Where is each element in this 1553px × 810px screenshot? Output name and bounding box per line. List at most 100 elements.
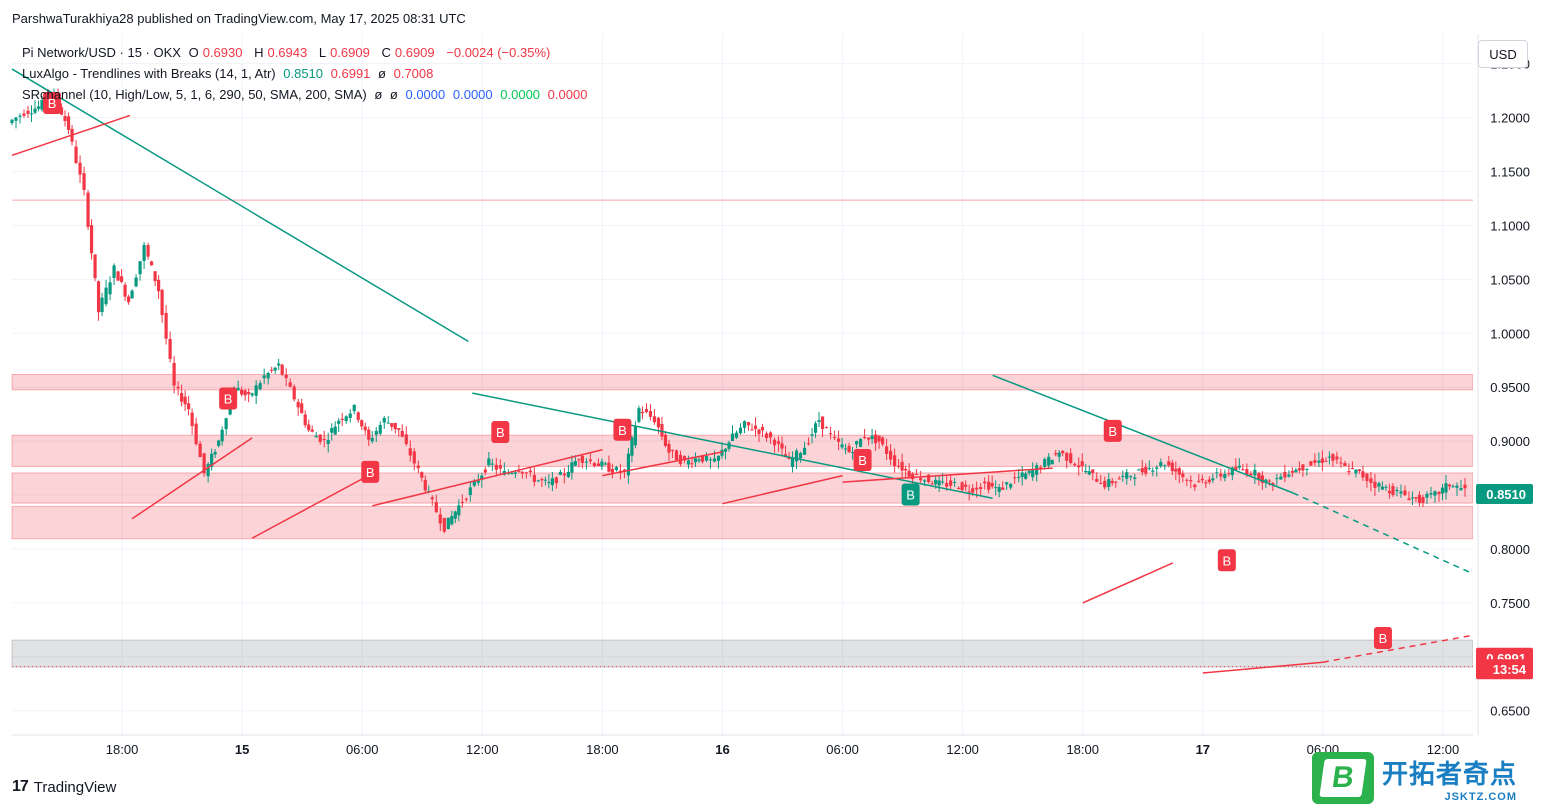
candle-body	[270, 369, 274, 371]
candle-body	[416, 465, 420, 469]
candle-body	[210, 453, 214, 468]
luxalgo-empty-symbol: ø	[378, 66, 386, 81]
candle-body	[213, 451, 217, 455]
candle-body	[1234, 466, 1238, 470]
candle-body	[258, 383, 262, 390]
candle-body	[502, 470, 506, 475]
candle-body	[250, 393, 254, 396]
candle-body	[700, 456, 705, 462]
candle-body	[990, 483, 994, 487]
candle-body	[656, 417, 661, 428]
candle-body	[138, 261, 142, 275]
trendline-red	[131, 437, 253, 520]
candle-body	[390, 423, 394, 427]
candle-body	[603, 463, 608, 465]
break-marker: B	[1103, 419, 1122, 442]
candle-body	[296, 401, 300, 408]
break-marker-label: B	[496, 425, 505, 440]
price-change: −0.0024 (−0.35%)	[446, 45, 551, 60]
candle-body	[580, 455, 584, 463]
candle-body	[1009, 483, 1013, 488]
candle-body	[262, 375, 266, 379]
candle-body	[176, 386, 180, 389]
candle-body	[1230, 467, 1234, 476]
trendline-red	[1202, 661, 1323, 674]
candle-body	[382, 417, 386, 423]
candle-body	[798, 452, 803, 459]
currency-button[interactable]: USD	[1478, 40, 1528, 68]
candle-body	[1287, 474, 1291, 477]
candle-body	[1107, 479, 1111, 487]
candle-body	[1384, 486, 1388, 488]
candle-body	[1200, 478, 1204, 481]
candle-body	[730, 433, 735, 442]
candle-body	[953, 481, 957, 483]
candle-body	[1144, 467, 1148, 474]
srchannel-value-2: 0.0000	[452, 87, 493, 102]
candle-body	[757, 429, 761, 435]
price-label-badge	[1476, 483, 1533, 504]
break-marker: B	[1373, 626, 1392, 649]
break-marker-badge	[43, 92, 62, 115]
candle-body	[1091, 469, 1095, 474]
candle-body	[768, 432, 773, 438]
candle-body	[1410, 497, 1415, 499]
break-marker: B	[491, 420, 510, 443]
candle-body	[723, 448, 728, 452]
candle-body	[74, 146, 78, 163]
ohlc-open: O 0.6930	[188, 45, 243, 60]
candle-body	[607, 462, 611, 472]
break-marker: B	[613, 418, 632, 441]
srchannel-legend[interactable]: SRchannel (10, High/Low, 5, 1, 6, 290, 5…	[22, 87, 591, 102]
tradingview-logo[interactable]: 17 TradingView	[12, 778, 116, 796]
candle-body	[520, 471, 524, 474]
candle-body	[836, 438, 841, 442]
candle-body	[1084, 470, 1088, 473]
break-marker: B	[901, 483, 920, 506]
candle-body	[63, 116, 67, 122]
candle-body	[333, 426, 337, 435]
candle-body	[588, 459, 592, 462]
candle-body	[183, 396, 187, 405]
candle-body	[446, 517, 450, 530]
candle-body	[438, 514, 442, 524]
candle-body	[356, 412, 360, 420]
candle-body	[1275, 478, 1279, 480]
candle-body	[352, 404, 356, 412]
candle-body	[1227, 473, 1231, 475]
candle-body	[686, 460, 691, 465]
tradingview-mark-icon: 17	[12, 778, 29, 795]
luxalgo-legend[interactable]: LuxAlgo - Trendlines with Breaks (14, 1,…	[22, 66, 437, 81]
candle-body	[18, 115, 22, 117]
symbol-name: Pi Network/USD · 15 · OKX	[22, 45, 181, 60]
candle-body	[164, 313, 168, 339]
candle-body	[1327, 456, 1332, 458]
srchannel-value-3: 0.0000	[500, 87, 541, 102]
y-tick-label: 0.9000	[1490, 434, 1530, 449]
candle-body	[1297, 468, 1301, 471]
candle-body	[532, 475, 536, 482]
candle-body	[1159, 462, 1163, 467]
candle-body	[904, 468, 908, 471]
candle-body	[1279, 476, 1283, 480]
candle-body	[86, 192, 90, 227]
candle-body	[1137, 469, 1141, 471]
candle-body	[690, 463, 694, 465]
publisher-caption: ParshwaTurakhiya28 published on TradingV…	[12, 11, 466, 26]
trendline-red	[722, 474, 843, 505]
candle-body	[975, 487, 979, 490]
candle-body	[1463, 484, 1467, 489]
candle-body	[1440, 487, 1445, 494]
candle-body	[1347, 470, 1351, 473]
trendline-teal	[11, 68, 469, 343]
candle-body	[866, 437, 871, 440]
candle-body	[1451, 486, 1455, 488]
candle-body	[10, 119, 14, 124]
candle-body	[1395, 489, 1399, 492]
candle-body	[787, 457, 791, 459]
candle-body	[750, 429, 754, 431]
candle-body	[637, 408, 641, 422]
symbol-legend[interactable]: Pi Network/USD · 15 · OKX O 0.6930 H 0.694…	[22, 45, 554, 60]
candle-body	[1429, 493, 1433, 495]
